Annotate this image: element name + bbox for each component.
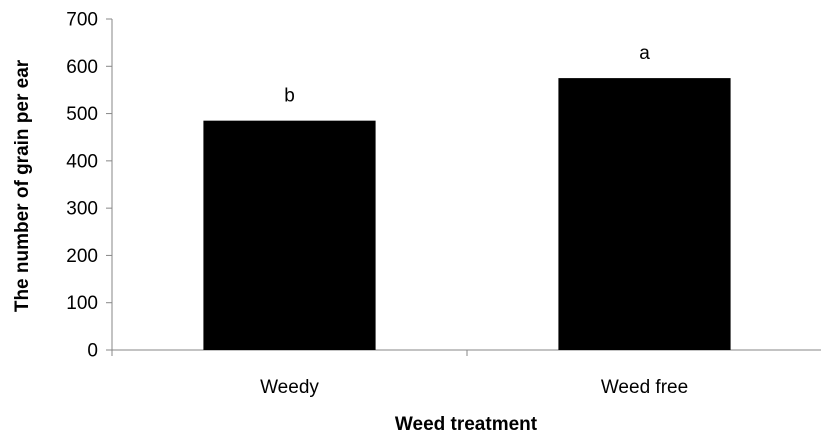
y-axis-title: The number of grain per ear <box>12 59 33 312</box>
y-tick-label: 700 <box>66 10 98 31</box>
y-tick-label: 300 <box>66 199 98 220</box>
x-axis-title: Weed treatment <box>395 414 538 435</box>
y-tick-label: 100 <box>66 293 98 314</box>
x-tick-label: Weedy <box>260 377 319 398</box>
x-tick-label: Weed free <box>601 377 688 398</box>
y-tick-label: 400 <box>66 151 98 172</box>
data-labels: ba <box>284 43 650 107</box>
bar-weed-free <box>558 78 731 350</box>
y-tick-label: 0 <box>87 341 98 362</box>
significance-label: b <box>284 86 295 107</box>
bars <box>203 78 731 351</box>
y-tick-label: 600 <box>66 57 98 78</box>
x-axis: Weedy Weed free <box>111 349 821 398</box>
y-tick-label: 500 <box>66 104 98 125</box>
y-tick-label: 200 <box>66 246 98 267</box>
y-axis: 0 100 200 300 400 500 600 700 <box>66 10 113 362</box>
significance-label: a <box>639 43 650 64</box>
bar-weedy <box>203 120 376 351</box>
